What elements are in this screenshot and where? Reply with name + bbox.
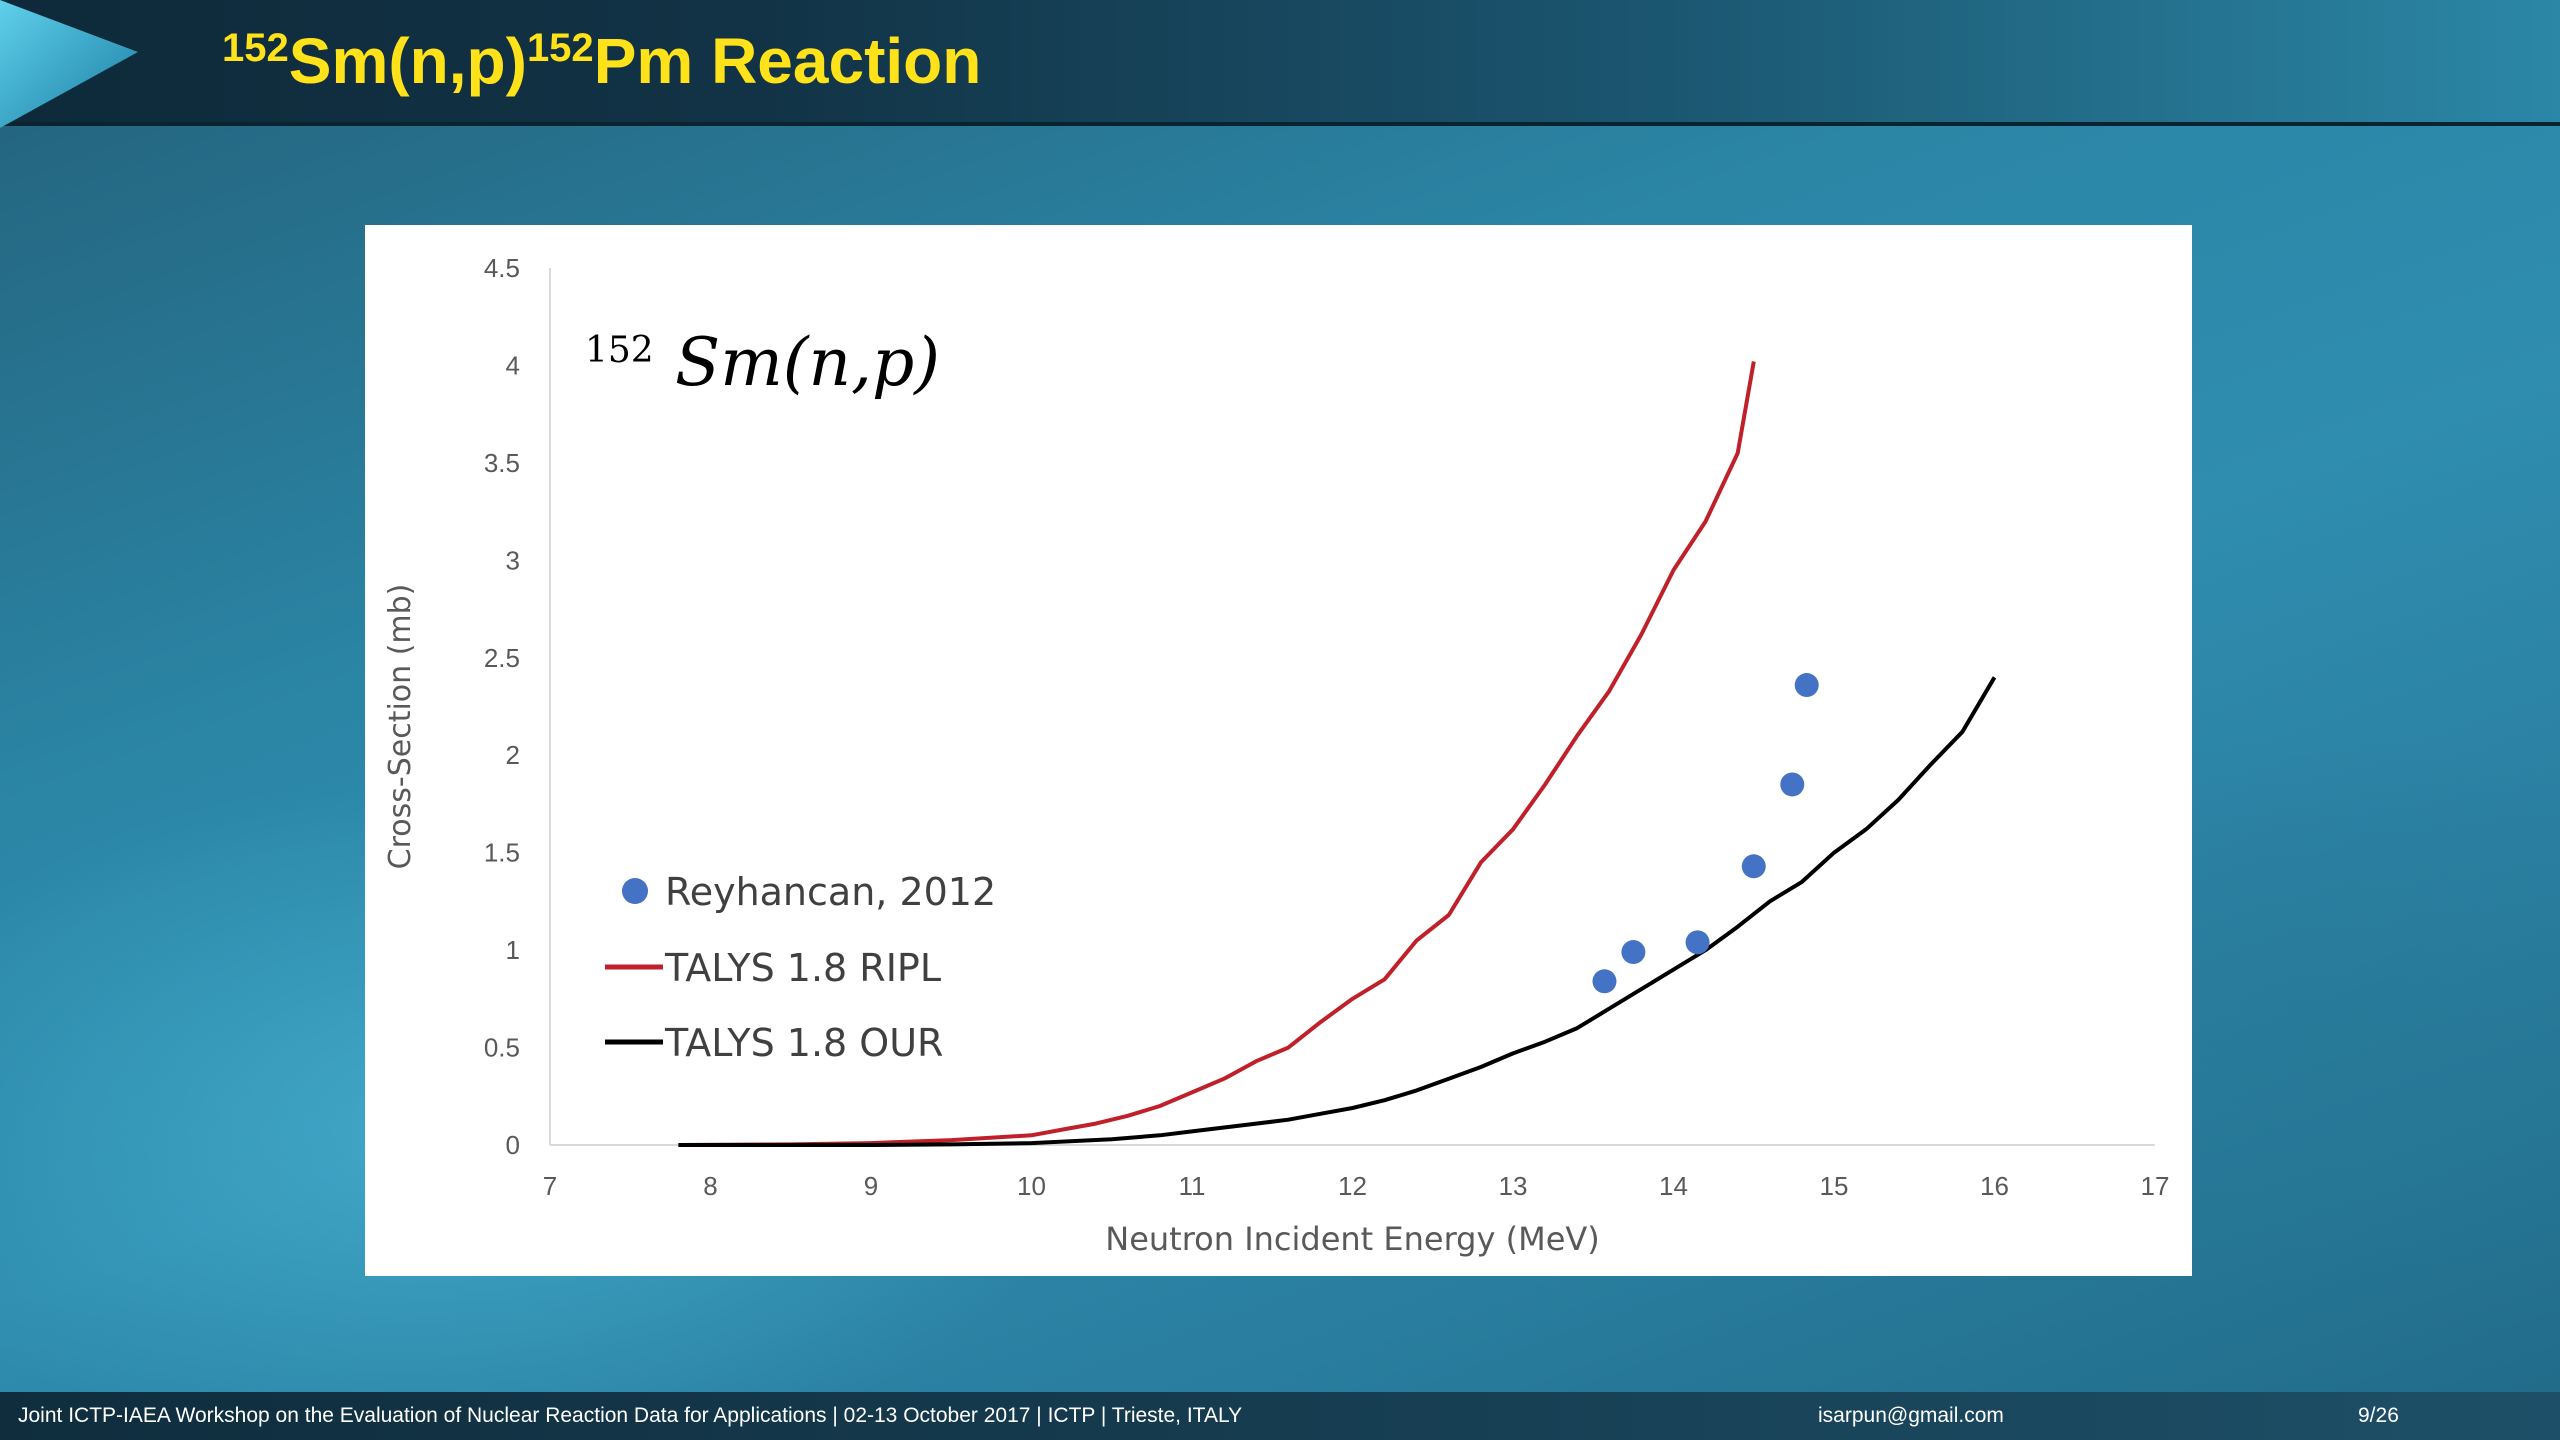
x-tick-label: 10 [1017,1171,1046,1201]
x-tick-label: 16 [1980,1171,2009,1201]
series-line-talys-ripl [678,361,1756,1147]
x-tick-label: 8 [703,1171,717,1201]
y-tick-label: 3.5 [484,448,520,478]
footer-workshop-text: Joint ICTP-IAEA Workshop on the Evaluati… [18,1404,1243,1427]
x-tick-label: 13 [1499,1171,1528,1201]
x-axis-label: Neutron Incident Energy (MeV) [1105,1220,1600,1258]
footer-email: isarpun@gmail.com [1818,1404,2004,1427]
x-tick-label: 11 [1179,1171,1206,1201]
data-point-reyhancan [1685,930,1710,955]
chart-annotation: 152 Sm(n,p) [585,324,940,401]
slide-title: 152Sm(n,p)152Pm Reaction [222,25,982,97]
legend-label-ripl: TALYS 1.8 RIPL [664,946,941,990]
footer-bar: Joint ICTP-IAEA Workshop on the Evaluati… [0,1392,2560,1440]
y-tick-label: 2 [506,740,520,770]
y-axis-label: Cross-Section (mb) [383,584,418,870]
series-line-talys-our [678,676,1997,1147]
data-point-reyhancan [1794,673,1819,698]
data-point-reyhancan [1592,969,1617,994]
svg-text:152: 152 [585,330,654,371]
title-bar: 152Sm(n,p)152Pm Reaction [0,0,2560,128]
legend-marker-reyhancan [622,878,648,904]
x-tick-label: 7 [543,1171,557,1201]
annotation-superscript: 152 [585,330,654,371]
footer-page-number: 9/26 [2358,1404,2399,1427]
data-point-reyhancan [1621,940,1646,965]
y-tick-label: 0 [506,1130,520,1160]
y-tick-label: 3 [506,545,520,575]
play-arrow-icon [0,0,138,128]
data-point-reyhancan [1780,772,1805,797]
x-tick-label: 12 [1338,1171,1367,1201]
x-tick-label: 17 [2141,1171,2170,1201]
cross-section-chart: 0 0.5 1 1.5 2 2.5 3 3.5 4 4.5 7 8 9 10 11 12 13 14 15 16 17 N… [383,253,2170,1258]
y-tick-label: 0.5 [484,1033,520,1063]
svg-text:Sm(n,p): Sm(n,p) [675,324,940,401]
y-tick-label: 1 [506,935,520,965]
y-tick-label: 2.5 [484,643,520,673]
y-tick-label: 4.5 [484,253,520,283]
chart-panel: 0 0.5 1 1.5 2 2.5 3 3.5 4 4.5 7 8 9 10 11 12 13 14 15 16 17 N… [365,225,2192,1276]
x-tick-label: 9 [864,1171,878,1201]
x-tick-label: 14 [1659,1171,1688,1201]
y-tick-label: 1.5 [484,838,520,868]
annotation-text: Sm(n,p) [675,324,940,401]
x-tick-label: 15 [1820,1171,1849,1201]
legend-label-our: TALYS 1.8 OUR [664,1021,943,1065]
y-tick-label: 4 [506,350,520,380]
legend-label-reyhancan: Reyhancan, 2012 [665,870,996,914]
chart-legend: Reyhancan, 2012 TALYS 1.8 RIPL TALYS 1.8… [605,870,996,1065]
data-point-reyhancan [1741,854,1766,879]
